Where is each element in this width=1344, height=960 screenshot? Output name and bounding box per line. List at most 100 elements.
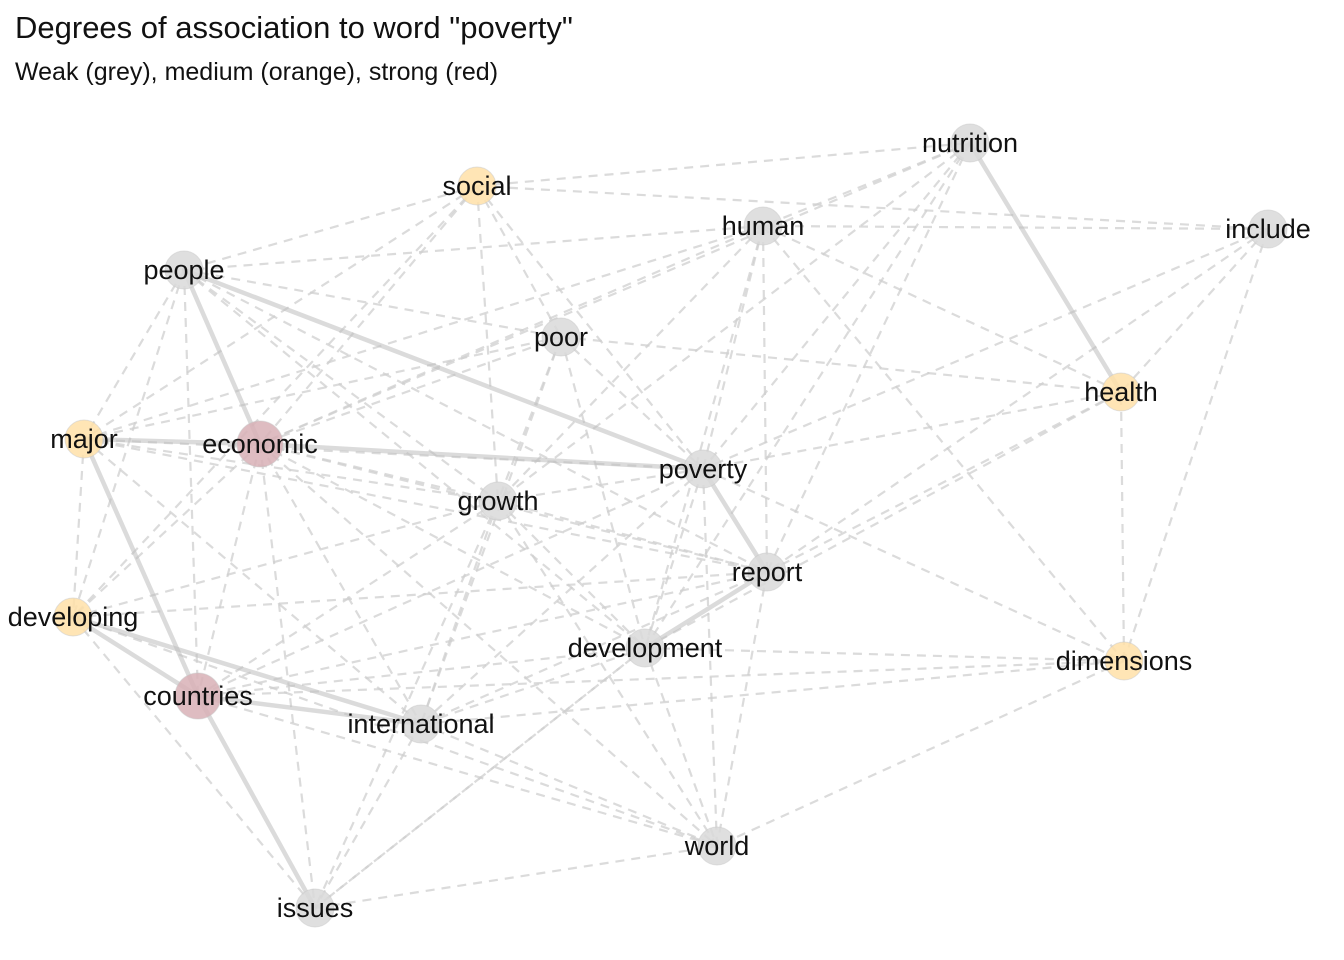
weak-edge-poverty-growth (497, 467, 704, 503)
weak-edge-human-people (183, 224, 764, 272)
weak-edge-social-include (476, 184, 1269, 231)
node-label-world: world (684, 831, 750, 861)
weak-edge-people-report (183, 269, 768, 573)
weak-edge-international-dimensions (420, 659, 1125, 726)
strong-edge-people-poverty (181, 267, 706, 472)
weak-edge-poor-development (559, 336, 647, 649)
node-issues (295, 888, 335, 928)
node-nutrition (950, 123, 990, 163)
weak-edge-social-growth (475, 185, 500, 502)
weak-edge-include-dimensions (1122, 228, 1270, 662)
node-economic (236, 420, 284, 468)
nodes (53, 123, 1288, 928)
diagram-title: Degrees of association to word "poverty" (15, 10, 573, 45)
weak-edge-countries-dimensions (197, 659, 1125, 698)
strong-edge-people-economic (181, 267, 263, 447)
node-human (743, 206, 783, 246)
node-label-social: social (442, 171, 511, 201)
weak-edge-poor-poverty (560, 336, 704, 470)
weak-edge-nutrition-poverty (702, 142, 971, 470)
node-development (625, 628, 665, 668)
weak-edge-social-major (83, 185, 478, 440)
weak-edge-poverty-health (702, 390, 1122, 471)
strong-edge-countries-international (195, 693, 424, 727)
node-developing (53, 597, 93, 637)
node-label-health: health (1084, 377, 1158, 407)
node-label-nutrition: nutrition (922, 128, 1018, 158)
node-international (401, 704, 441, 744)
node-label-developing: developing (8, 602, 139, 632)
weak-edge-social-people (183, 184, 478, 272)
node-people (164, 250, 204, 290)
strong-edge-developing-countries (70, 614, 201, 699)
node-label-major: major (50, 424, 118, 454)
weak-edge-growth-world (497, 500, 718, 847)
strong-edge-report-development (642, 569, 770, 651)
node-dimensions (1104, 641, 1144, 681)
node-social (457, 166, 497, 206)
weak-edge-human-poverty (701, 225, 765, 470)
weak-edge-include-poverty (702, 227, 1269, 471)
weak-edge-poor-growth (496, 336, 563, 502)
weak-edge-report-world (715, 571, 769, 847)
node-world (697, 826, 737, 866)
weak-edge-include-report (766, 228, 1269, 573)
node-health (1101, 372, 1141, 412)
weak-edge-poor-health (560, 335, 1122, 394)
node-countries (174, 672, 222, 720)
strong-edge-major-countries (81, 436, 201, 699)
weak-edge-report-health (766, 391, 1122, 573)
weak-edge-poor-major (83, 335, 562, 441)
weak-edge-nutrition-development (644, 142, 971, 649)
weak-edge-poverty-countries (197, 467, 704, 698)
node-label-international: international (347, 709, 494, 739)
strong-edge-countries-issues (195, 693, 318, 911)
weak-edge-people-countries (182, 269, 200, 697)
strong-edge-nutrition-health (967, 140, 1124, 395)
strong-edges (70, 140, 1124, 911)
weak-edge-report-developing (72, 570, 768, 619)
node-label-people: people (143, 255, 224, 285)
weak-edge-major-report (83, 437, 768, 574)
weak-edge-issues-world (314, 844, 718, 910)
weak-edge-social-poverty (476, 185, 704, 470)
weak-edge-nutrition-economic (259, 141, 971, 446)
weak-edge-human-report (761, 225, 769, 573)
node-label-dimensions: dimensions (1056, 646, 1193, 676)
weak-edge-dimensions-world (716, 659, 1125, 848)
node-label-poor: poor (534, 322, 588, 352)
node-label-development: development (568, 633, 723, 663)
strong-edge-major-economic (81, 436, 263, 447)
node-label-poverty: poverty (659, 454, 748, 484)
weak-edge-economic-development (259, 443, 646, 649)
weak-edge-people-developing (71, 269, 186, 618)
diagram-subtitle: Weak (grey), medium (orange), strong (re… (15, 58, 499, 86)
weak-edge-development-world (643, 647, 719, 847)
weak-edge-people-poor (183, 268, 562, 339)
weak-edge-economic-issues (258, 443, 317, 909)
weak-edge-growth-report (497, 499, 768, 574)
node-label-issues: issues (277, 893, 354, 923)
weak-edge-international-issues (314, 723, 422, 909)
node-poverty (683, 449, 723, 489)
weak-edge-growth-issues (313, 500, 500, 909)
weak-edge-economic-developing (72, 443, 261, 618)
weak-edge-economic-countries (196, 443, 262, 697)
node-label-human: human (722, 211, 805, 241)
weak-edge-growth-international (419, 500, 500, 725)
weak-edge-include-health (1120, 228, 1269, 393)
weak-edge-development-health (644, 391, 1122, 649)
weak-edge-major-developing (71, 438, 86, 618)
weak-edge-poverty-dimensions (702, 467, 1125, 663)
weak-edge-human-include (762, 224, 1269, 231)
weak-edge-dimensions-health (1119, 391, 1126, 662)
weak-edge-social-nutrition (476, 141, 971, 188)
strong-edge-developing-international (70, 614, 424, 727)
weak-edge-nutrition-growth (497, 142, 971, 502)
node-poor (541, 317, 581, 357)
weak-edge-social-poor (476, 185, 562, 338)
weak-edge-international-world (420, 722, 718, 848)
weak-edge-social-economic (259, 185, 478, 445)
weak-edge-people-growth (183, 269, 499, 502)
